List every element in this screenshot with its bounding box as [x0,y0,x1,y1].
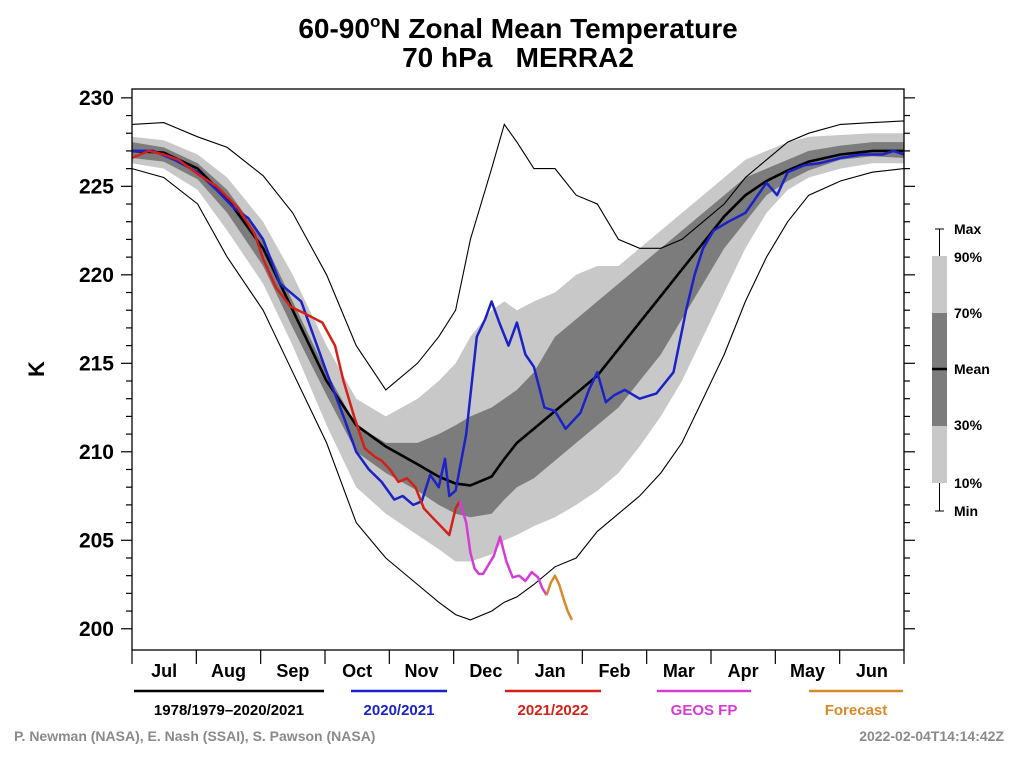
series-line-2021-2022 [131,149,461,537]
y-tick-label: 200 [79,618,114,641]
series-line-geos-fp [458,500,548,596]
band-10-90 [132,133,904,562]
percentile-key: Max 90% 70% Mean 30% 10% Min [932,221,990,519]
y-tick-label: 225 [79,175,114,198]
x-tick-label: Apr [728,661,759,681]
x-tick-label: Nov [404,661,438,681]
x-tick-label: May [790,661,825,681]
key-label: 30% [954,417,983,433]
key-band-70-90 [932,256,947,313]
x-tick-label: Sep [276,661,309,681]
credit-text: P. Newman (NASA), E. Nash (SSAI), S. Paw… [14,728,375,744]
y-axis: 200 205 210 215 220 225 230 [79,87,915,641]
x-tick-label: Dec [469,661,502,681]
legend-label: 1978/1979–2020/2021 [154,702,304,719]
legend-label: Forecast [825,702,888,719]
climatology-bands [132,133,904,562]
series-line-forecast [545,574,574,621]
legend-label: 2021/2022 [518,702,589,719]
x-tick-label: Mar [663,661,695,681]
x-tick-label: Aug [211,661,246,681]
key-band-10-30 [932,426,947,483]
y-tick-label: 215 [79,352,114,375]
x-tick-label: Jan [535,661,566,681]
x-tick-label: Oct [342,661,372,681]
key-label: Mean [954,361,990,377]
timestamp-text: 2022-02-04T14:14:42Z [859,728,1004,744]
y-tick-label: 220 [79,264,114,287]
climatology-minmax-lines [131,120,905,621]
x-tick-label: Jun [856,661,888,681]
key-min-whisker [935,483,944,512]
key-label: Max [954,221,981,237]
y-tick-label: 205 [79,529,114,552]
key-label: Min [954,503,978,519]
key-label: 10% [954,475,983,491]
legend: 1978/1979–2020/2021 2020/2021 2021/2022 GEO… [134,689,903,719]
climatology-mean-line [131,149,904,487]
legend-label: GEOS FP [671,702,738,719]
x-tick-label: Feb [598,661,630,681]
year-series-lines [131,149,905,621]
series-line-2020-2021 [132,149,905,507]
x-tick-label: Jul [151,661,177,681]
legend-label: 2020/2021 [364,702,435,719]
chart-subtitle: 70 hPa MERRA2 [402,42,634,73]
y-axis-label: K [24,361,49,377]
key-label: 90% [954,249,983,265]
mean-line [131,149,904,487]
y-tick-label: 210 [79,441,114,464]
x-axis: Jul Aug Sep Oct Nov Dec Jan Feb Mar Apr May Jun [131,650,905,681]
key-label: 70% [954,305,983,321]
chart-title: 60-90oN Zonal Mean Temperature [298,12,737,44]
key-max-whisker [935,228,944,256]
min-line [131,168,905,621]
max-line [131,120,905,391]
y-tick-label: 230 [79,87,114,110]
